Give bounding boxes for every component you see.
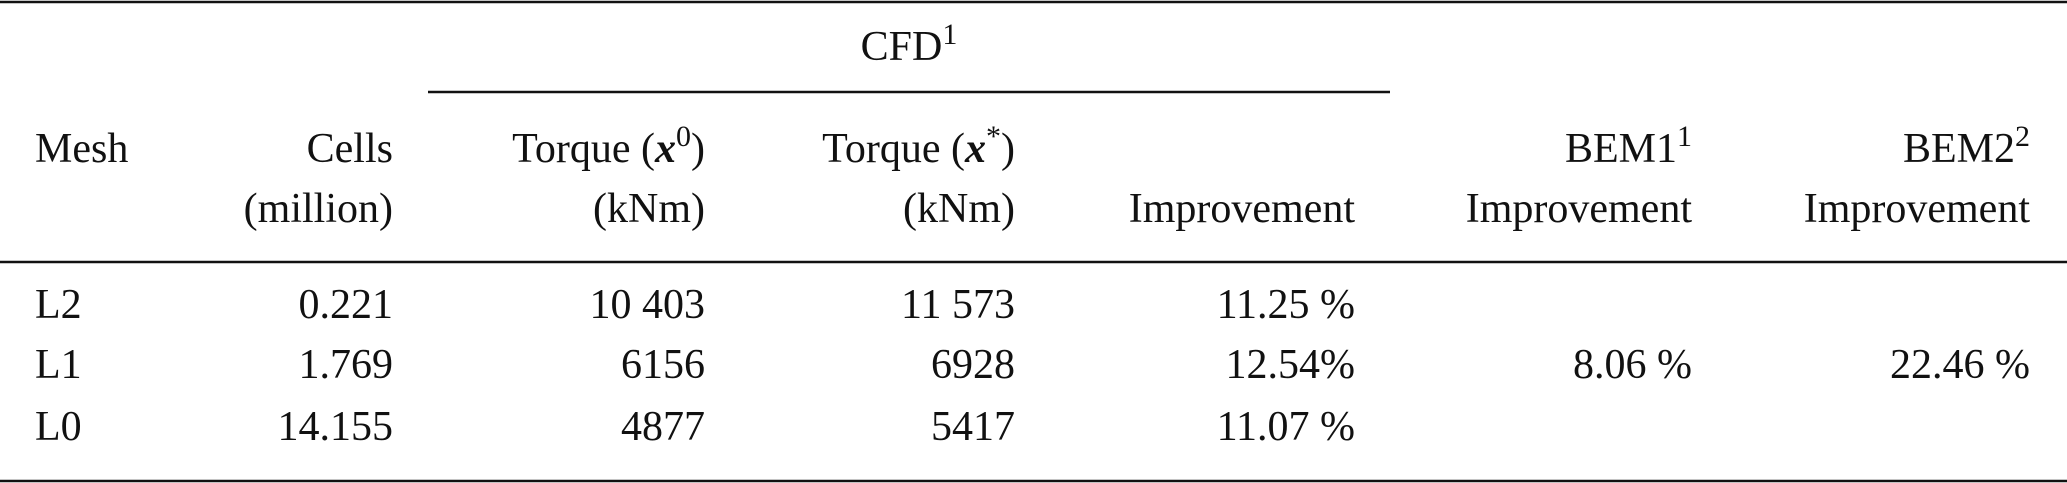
merged-cell: 22.46 % (1890, 342, 2030, 388)
table-cell: 11.07 % (1217, 404, 1355, 450)
column-header: BEM11 (1565, 120, 1692, 172)
table-cell: L2 (35, 282, 82, 328)
table-cell: 4877 (621, 404, 705, 450)
table-cell: 12.54% (1226, 342, 1356, 388)
column-header: (kNm) (593, 186, 705, 232)
table-cell: 11 573 (901, 282, 1015, 328)
merged-cell: 8.06 % (1573, 342, 1692, 388)
table-cell: 5417 (931, 404, 1015, 450)
column-header: Torque (x*) (822, 120, 1015, 172)
table-cell: 14.155 (278, 404, 394, 450)
column-header: (million) (244, 186, 393, 232)
table-cell: L0 (35, 404, 82, 450)
column-header: Cells (307, 126, 393, 172)
table-cell: 6156 (621, 342, 705, 388)
table-cell: 6928 (931, 342, 1015, 388)
table-cell: 1.769 (299, 342, 394, 388)
column-header: Torque (x0) (512, 120, 705, 172)
table-cell: 10 403 (590, 282, 706, 328)
column-header: BEM22 (1903, 120, 2030, 172)
column-header: Improvement (1804, 186, 2031, 232)
table-cell: 0.221 (299, 282, 394, 328)
column-header: (kNm) (903, 186, 1015, 232)
column-header: Mesh (35, 126, 128, 172)
table-body: L2 0.221 10 403 11 573 11.25 % L1 1.769 6156 692… (35, 282, 2030, 450)
column-header: Improvement (1466, 186, 1693, 232)
table-cell: L1 (35, 342, 82, 388)
table-cell: 11.25 % (1217, 282, 1355, 328)
group-header: CFD1 (861, 18, 958, 70)
column-header: Improvement (1129, 186, 1356, 232)
